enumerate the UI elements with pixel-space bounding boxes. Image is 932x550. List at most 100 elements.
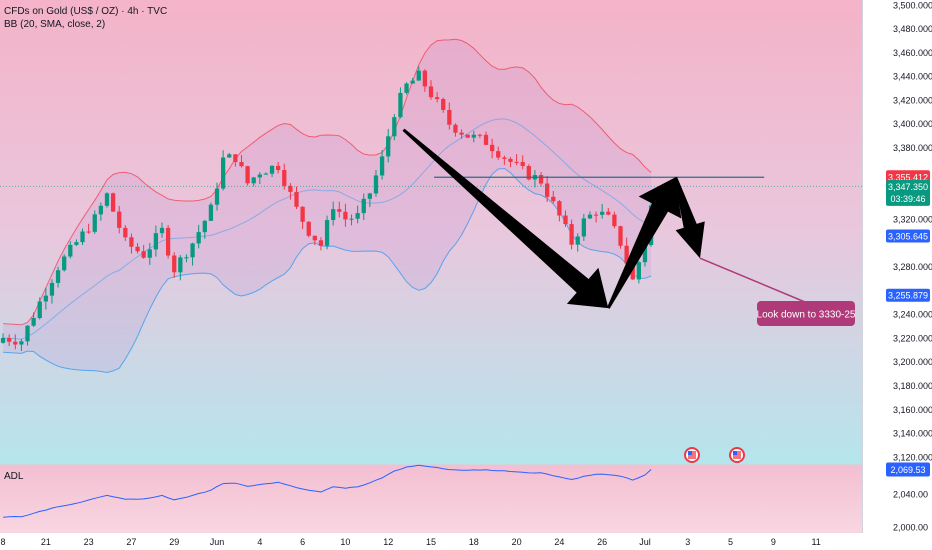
candle bbox=[581, 214, 586, 241]
candle bbox=[123, 225, 128, 241]
us-flag-event-icon[interactable] bbox=[729, 447, 745, 463]
candle-body bbox=[386, 136, 391, 157]
candle-body bbox=[276, 165, 281, 171]
price-tick-label: 3,280.000 bbox=[893, 262, 932, 272]
callout-annotation[interactable]: Look down to 3330-25 bbox=[699, 257, 856, 326]
callout-box[interactable] bbox=[757, 301, 855, 326]
price-tick-label: 3,240.000 bbox=[893, 310, 932, 320]
arrow-annotation[interactable] bbox=[607, 177, 682, 309]
horizontal-line[interactable] bbox=[0, 176, 862, 187]
candle-body bbox=[68, 244, 73, 257]
price-tick-label: 3,460.000 bbox=[893, 48, 932, 58]
candle bbox=[538, 172, 544, 187]
candle bbox=[190, 242, 195, 266]
candle-body bbox=[343, 211, 348, 220]
candle-body bbox=[110, 193, 116, 212]
candle bbox=[557, 200, 562, 222]
candle bbox=[172, 252, 177, 278]
event-markers[interactable] bbox=[684, 447, 745, 463]
candle bbox=[74, 239, 79, 247]
candle-body bbox=[196, 232, 201, 244]
price-tag-label: 3,255.879 bbox=[888, 291, 928, 301]
candle bbox=[386, 128, 391, 163]
candle bbox=[214, 182, 220, 211]
candle-body bbox=[135, 246, 140, 252]
candle bbox=[379, 149, 385, 180]
candle bbox=[31, 312, 36, 328]
candle bbox=[294, 186, 299, 210]
adl-line bbox=[3, 464, 652, 518]
bb-upper-line bbox=[3, 38, 652, 326]
candle-body bbox=[410, 80, 415, 84]
candle bbox=[221, 150, 226, 191]
candle-body bbox=[404, 83, 409, 93]
candle-body bbox=[642, 244, 648, 263]
candle bbox=[141, 245, 146, 259]
candle bbox=[80, 228, 85, 246]
candle-body bbox=[502, 157, 507, 159]
candle bbox=[367, 192, 373, 207]
candle bbox=[184, 254, 189, 263]
candle-body bbox=[117, 211, 122, 228]
candle-body bbox=[575, 236, 580, 245]
main-pane-background bbox=[0, 0, 862, 464]
candle-body bbox=[459, 132, 464, 135]
candle-body bbox=[190, 243, 195, 258]
us-flag-event-icon[interactable] bbox=[684, 447, 700, 463]
candle-body bbox=[538, 175, 544, 184]
candle bbox=[306, 221, 311, 238]
candle-body bbox=[300, 206, 305, 222]
candle-body bbox=[600, 211, 605, 215]
candle bbox=[263, 172, 269, 175]
price-tag bbox=[886, 288, 930, 302]
candle-body bbox=[104, 193, 110, 206]
indicator-legend[interactable]: BB (20, SMA, close, 2) bbox=[4, 19, 105, 30]
candle bbox=[300, 206, 305, 230]
candle bbox=[508, 156, 513, 168]
arrow-annotation[interactable] bbox=[674, 176, 705, 259]
candle-body bbox=[324, 220, 330, 246]
candle-body bbox=[92, 214, 97, 232]
time-axis-background[interactable] bbox=[0, 533, 932, 550]
candle-body bbox=[49, 282, 55, 296]
price-tick-label: 3,380.000 bbox=[893, 143, 932, 153]
time-tick-label: 9 bbox=[771, 537, 776, 547]
price-tag-label: 3,347.350 bbox=[888, 182, 928, 192]
time-tick-label: Jun bbox=[210, 537, 225, 547]
price-tick-label: 3,480.000 bbox=[893, 24, 932, 34]
price-tick-label: 3,220.000 bbox=[893, 333, 932, 343]
arrow-annotation[interactable] bbox=[402, 128, 609, 309]
arrow-annotations[interactable] bbox=[402, 128, 705, 309]
candle-body bbox=[214, 188, 220, 205]
candle-body bbox=[221, 157, 226, 189]
adl-legend[interactable]: ADL bbox=[4, 471, 24, 482]
time-tick-label: 4 bbox=[257, 537, 262, 547]
price-axis-background[interactable] bbox=[862, 0, 932, 533]
time-tick-label: 21 bbox=[41, 537, 51, 547]
candle-body bbox=[447, 109, 452, 125]
callout-pointer[interactable] bbox=[699, 257, 806, 303]
candle-body bbox=[0, 338, 6, 343]
candle bbox=[0, 333, 6, 344]
candle-body bbox=[257, 174, 262, 178]
candle-body bbox=[392, 117, 397, 137]
candle bbox=[129, 233, 134, 254]
adl-last-tag bbox=[886, 462, 930, 477]
candle bbox=[269, 165, 275, 178]
candle bbox=[618, 225, 623, 249]
candle bbox=[62, 254, 67, 272]
candle-body bbox=[37, 301, 42, 319]
candle bbox=[288, 183, 293, 200]
candle bbox=[110, 192, 116, 212]
candle-body bbox=[545, 183, 550, 197]
candle bbox=[520, 155, 525, 170]
candle bbox=[86, 223, 91, 234]
candle bbox=[355, 205, 360, 224]
candle-body bbox=[172, 255, 177, 273]
candle bbox=[502, 155, 507, 165]
adl-tick-label: 2,000.00 bbox=[893, 523, 928, 533]
symbol-title[interactable]: CFDs on Gold (US$ / OZ) · 4h · TVC bbox=[4, 6, 167, 17]
candle bbox=[276, 161, 281, 174]
